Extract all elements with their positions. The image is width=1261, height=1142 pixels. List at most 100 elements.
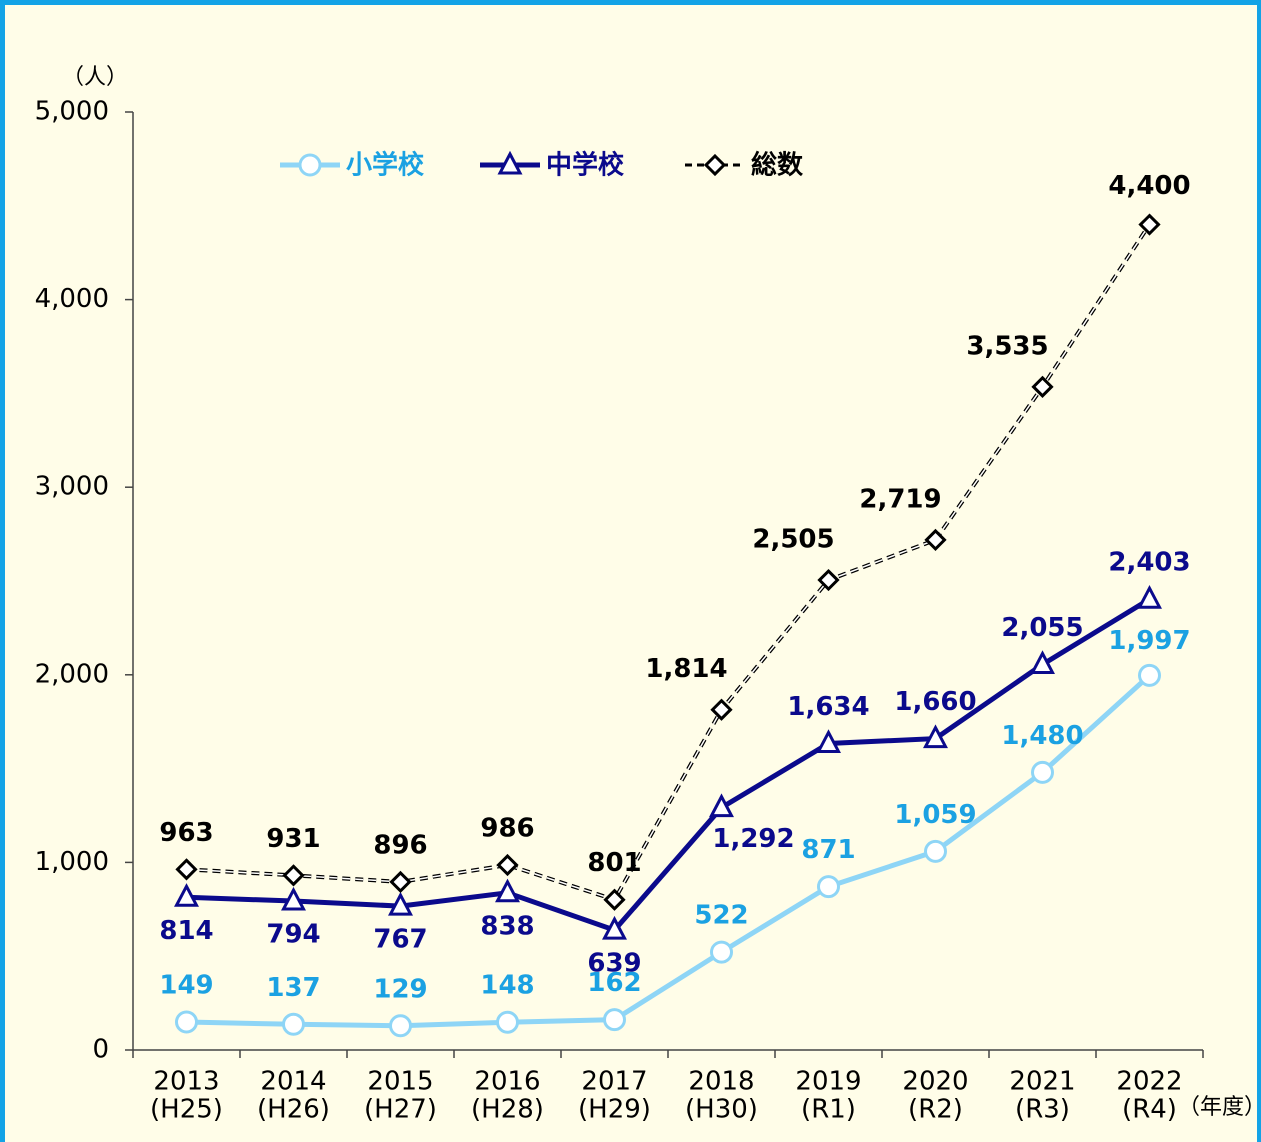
series-line [186,673,1152,1029]
data-label: 1,634 [787,692,869,722]
y-tick-label: 1,000 [35,847,109,877]
data-label: 1,292 [712,824,794,854]
marker [389,870,412,894]
marker [817,568,840,592]
data-label: 1,997 [1108,626,1190,656]
x-tick-label: 2018 [688,1067,754,1097]
marker [282,864,305,887]
x-tick-label: 2016 [474,1067,540,1097]
marker [817,875,840,899]
marker [496,1010,519,1034]
x-tick-label: 2015 [367,1067,433,1097]
data-label: 1,660 [894,687,976,717]
legend-label: 小学校 [346,150,425,181]
data-label: 794 [266,920,320,950]
marker [923,724,948,749]
marker [1030,650,1055,674]
x-tick-sublabel: (H25) [150,1095,223,1125]
marker [388,891,413,916]
y-tick-label: 2,000 [35,659,109,689]
data-label: 129 [373,974,427,1004]
data-label: 986 [480,814,534,844]
x-tick-sublabel: (R3) [1015,1095,1070,1125]
marker [924,839,947,863]
marker [495,878,520,903]
data-label: 931 [266,824,320,854]
legend-item: 小学校 [280,150,425,181]
data-label: 1,814 [645,654,727,684]
data-label: 2,055 [1001,613,1083,643]
y-tick-label: 5,000 [35,97,109,127]
data-label: 963 [159,818,213,848]
marker [1138,213,1161,236]
data-label: 137 [266,973,320,1003]
x-tick-label: 2014 [260,1067,326,1097]
legend-item: 中学校 [480,150,625,181]
x-tick-sublabel: (R1) [801,1095,856,1125]
legend-label: 総数 [751,150,804,181]
x-tick-label: 2019 [795,1067,861,1097]
legend-label: 中学校 [546,150,625,181]
data-label: 2,505 [752,525,834,555]
marker [1138,663,1161,687]
data-label: 2,719 [859,484,941,514]
marker [175,1010,198,1034]
marker [924,528,947,552]
marker [703,153,727,177]
x-tick-sublabel: (H28) [471,1095,544,1125]
x-tick-sublabel: (R4) [1122,1095,1177,1125]
data-label: 838 [480,911,534,941]
y-tick-label: 4,000 [35,284,109,314]
marker [389,1014,412,1038]
data-label: 896 [373,830,427,860]
y-unit: （人） [62,65,128,90]
marker [298,153,322,177]
marker [282,1012,305,1036]
y-tick-label: 0 [92,1035,109,1065]
data-label: 149 [159,971,213,1001]
marker [602,915,627,940]
x-tick-sublabel: (R2) [908,1095,963,1125]
x-unit: （年度） [1178,1095,1261,1120]
data-label: 148 [480,971,534,1001]
x-tick-label: 2022 [1116,1067,1182,1097]
marker [709,793,734,818]
marker [710,940,733,964]
series-line [186,224,1151,901]
marker [1031,760,1054,784]
data-label: 2,403 [1108,548,1190,578]
x-tick-label: 2013 [153,1067,219,1097]
x-tick-sublabel: (H29) [578,1095,651,1125]
marker [816,729,841,753]
data-label: 801 [587,848,641,878]
data-label: 1,059 [894,800,976,830]
x-tick-sublabel: (H27) [364,1095,437,1125]
marker [1137,584,1162,609]
x-tick-sublabel: (H26) [257,1095,330,1125]
marker [174,883,199,907]
data-label: 871 [801,835,855,865]
marker [710,698,733,721]
y-tick-label: 3,000 [35,472,109,502]
x-tick-label: 2021 [1009,1067,1075,1097]
data-label: 522 [694,901,748,931]
x-tick-sublabel: (H30) [685,1095,758,1125]
data-label: 4,400 [1108,171,1190,201]
data-label: 639 [587,949,641,979]
marker [175,858,198,881]
data-label: 767 [373,925,427,955]
data-label: 3,535 [966,331,1048,361]
marker [496,853,519,877]
marker [603,888,626,911]
data-label: 162 [587,968,641,998]
x-tick-label: 2017 [581,1067,647,1097]
marker [603,1008,626,1032]
data-label: 814 [159,916,213,946]
series-line [186,597,1151,934]
marker [1031,375,1054,398]
marker [497,150,523,175]
legend-item: 総数 [685,150,804,181]
